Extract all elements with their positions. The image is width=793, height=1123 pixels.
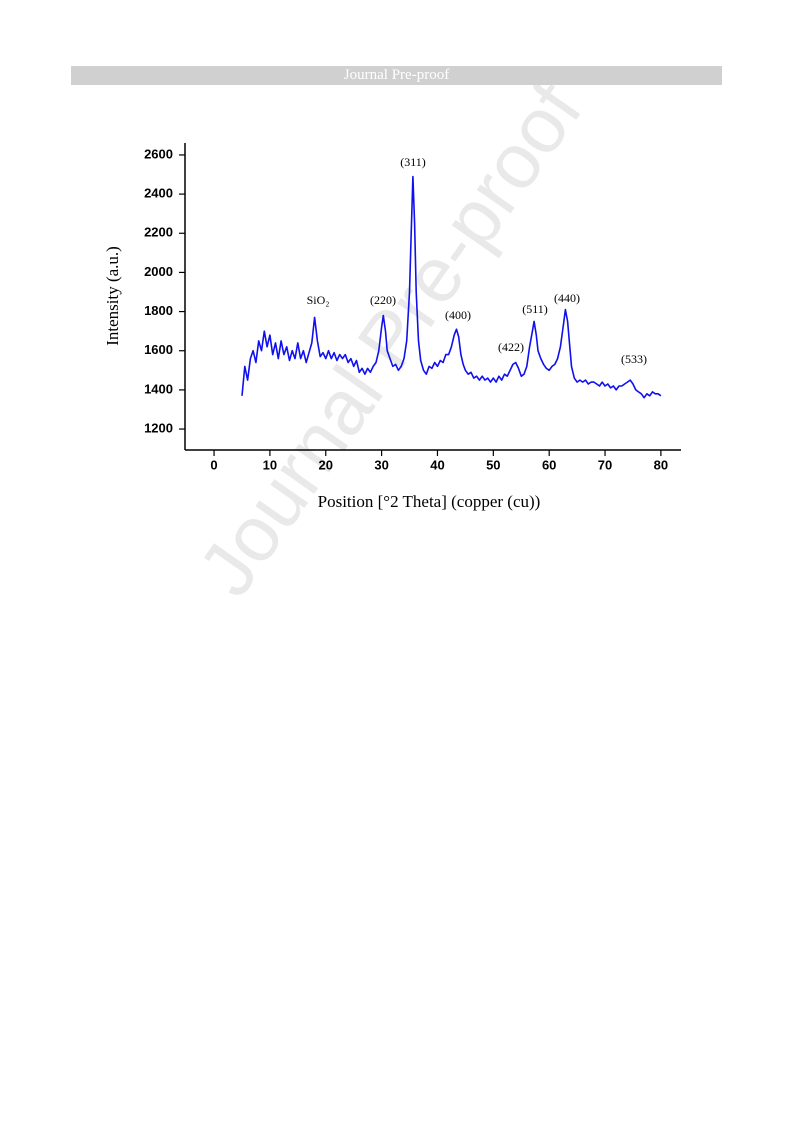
x-tick-label: 10: [263, 457, 277, 472]
x-tick-label: 40: [430, 457, 444, 472]
y-tick-label: 2400: [144, 186, 173, 201]
peak-label: (220): [370, 293, 396, 307]
peak-label: (440): [554, 291, 580, 305]
peak-label: SiO₂: [307, 293, 330, 307]
peak-label: (533): [621, 352, 647, 366]
x-tick-label: 30: [374, 457, 388, 472]
y-tick-label: 1200: [144, 420, 173, 435]
x-tick-label: 50: [486, 457, 500, 472]
peak-label: (511): [522, 302, 548, 316]
x-tick-label: 80: [654, 457, 668, 472]
y-tick-label: 2600: [144, 146, 173, 161]
y-tick-label: 1800: [144, 303, 173, 318]
peak-label: (422): [498, 340, 524, 354]
peak-label: (400): [445, 308, 471, 322]
x-tick-label: 0: [210, 457, 217, 472]
y-axis-label: Intensity (a.u.): [103, 246, 122, 346]
y-tick-label: 2200: [144, 225, 173, 240]
x-tick-label: 70: [598, 457, 612, 472]
peak-label: (311): [400, 155, 426, 169]
x-tick-label: 20: [319, 457, 333, 472]
y-tick-label: 1400: [144, 381, 173, 396]
y-tick-label: 1600: [144, 342, 173, 357]
header: Journal Pre-proof: [71, 66, 722, 85]
xrd-line: [241, 175, 662, 399]
y-tick-label: 2000: [144, 264, 173, 279]
x-axis-label: Position [°2 Theta] (copper (cu)): [318, 492, 541, 511]
x-tick-label: 60: [542, 457, 556, 472]
